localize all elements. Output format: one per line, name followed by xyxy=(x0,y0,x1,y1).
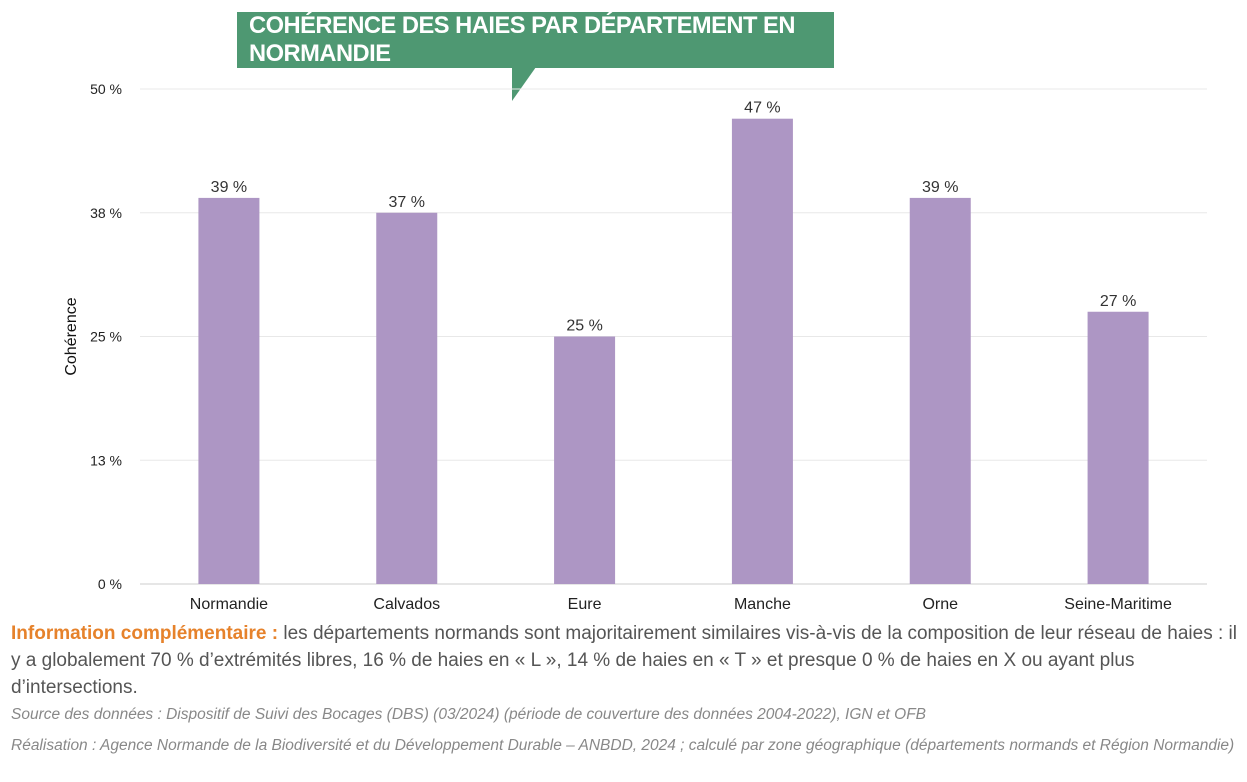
y-tick-label: 13 % xyxy=(90,452,122,468)
bar xyxy=(198,197,260,584)
credit-note: Réalisation : Agence Normande de la Biod… xyxy=(11,737,1235,754)
bar xyxy=(909,197,971,584)
y-tick-label: 25 % xyxy=(90,329,122,345)
data-label: 37 % xyxy=(389,194,425,211)
bar xyxy=(554,336,616,584)
y-tick-label: 0 % xyxy=(98,576,122,592)
data-label: 27 % xyxy=(1100,293,1136,310)
chart-title: COHÉRENCE DES HAIES PAR DÉPARTEMENT EN N… xyxy=(237,12,834,68)
x-tick-label: Manche xyxy=(734,596,791,613)
data-label: 39 % xyxy=(922,179,958,196)
x-tick-label: Calvados xyxy=(373,596,440,613)
y-tick-label: 38 % xyxy=(90,205,122,221)
x-tick-label: Orne xyxy=(922,596,958,613)
bar xyxy=(731,118,793,584)
data-label: 47 % xyxy=(744,100,780,117)
chart-title-text: COHÉRENCE DES HAIES PAR DÉPARTEMENT EN N… xyxy=(249,12,795,67)
info-block: Information complémentaire : les départe… xyxy=(11,620,1241,701)
y-tick-label: 50 % xyxy=(90,81,122,97)
x-tick-label: Normandie xyxy=(190,596,268,613)
title-pointer xyxy=(512,67,536,101)
info-text: les départements normands sont majoritai… xyxy=(11,623,1237,698)
x-tick-label: Eure xyxy=(568,596,602,613)
x-tick-label: Seine-Maritime xyxy=(1064,596,1172,613)
bar-chart: 0 % 13 % 25 % 38 % 50 % Cohérence 39 % Normandi… xyxy=(63,81,1207,613)
data-label: 39 % xyxy=(211,179,247,196)
y-axis-label: Cohérence xyxy=(63,297,80,375)
info-label: Information complémentaire : xyxy=(11,623,279,644)
bar xyxy=(376,212,438,584)
source-note: Source des données : Dispositif de Suivi… xyxy=(11,706,927,723)
data-label: 25 % xyxy=(566,318,602,335)
bar xyxy=(1087,311,1149,584)
